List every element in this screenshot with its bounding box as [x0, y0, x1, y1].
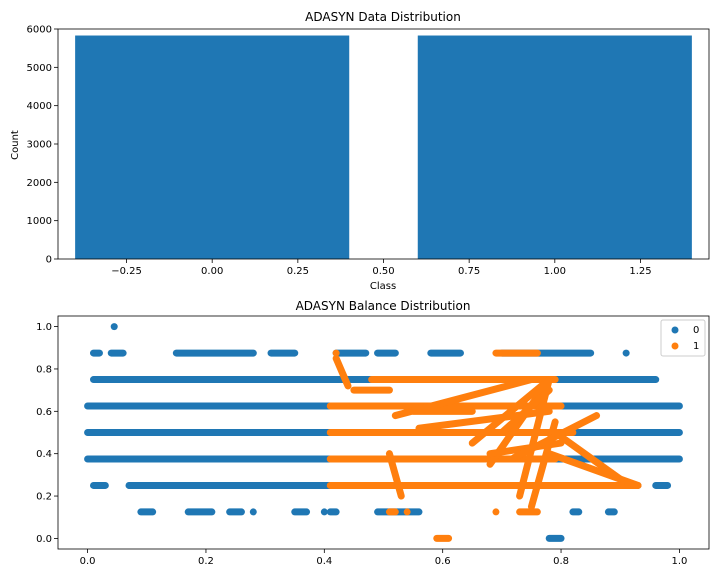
bar-xtick-label: 0.00 [201, 266, 223, 277]
scatter-point [320, 508, 328, 516]
scatter-point [249, 508, 257, 516]
bar-xtick-label: 0.50 [372, 266, 394, 277]
scatter-xtick-label: 0.6 [435, 556, 451, 567]
bar-ytick-label: 0 [46, 255, 52, 266]
scatter-point [110, 323, 118, 331]
bar-ytick-label: 3000 [27, 140, 52, 151]
scatter-plot-frame [57, 315, 710, 550]
bar-chart-ylabel: Count [10, 130, 21, 160]
bar-xtick-label: 0.25 [287, 266, 309, 277]
bar-ytick-label: 4000 [27, 101, 52, 112]
legend: 0 1 [660, 319, 706, 357]
scatter-synthetic-points [332, 354, 352, 390]
bar-chart-xlabel: Class [370, 281, 396, 292]
scatter-ytick-label: 0.2 [36, 492, 52, 503]
bar-class-0 [75, 35, 350, 260]
bar-ytick-label: 6000 [27, 25, 52, 36]
scatter-ytick-label: 0.4 [36, 449, 52, 460]
legend-marker-0 [671, 326, 679, 334]
scatter-synthetic-points [415, 407, 553, 432]
bar-xtick-label: 1.25 [629, 266, 651, 277]
bar-ytick-label: 5000 [27, 63, 52, 74]
scatter-ytick-label: 0.8 [36, 364, 52, 375]
legend-label-1: 1 [693, 341, 699, 352]
scatter-plot-area: 0.0 0.2 0.4 0.6 0.8 1.0 0.0 0.2 0.4 0.6 0.8 1.0 [36, 315, 710, 567]
scatter-series-0 [84, 323, 683, 542]
scatter-series-1 [326, 349, 642, 542]
scatter-ytick-label: 1.0 [36, 322, 52, 333]
bar-xtick-label: 1.00 [544, 266, 566, 277]
bar-xtick-label: −0.25 [111, 266, 142, 277]
scatter-xtick-label: 0.0 [80, 556, 96, 567]
scatter-xtick-label: 0.2 [198, 556, 214, 567]
scatter-point [332, 349, 340, 357]
bar-class-1 [417, 35, 692, 260]
scatter-synthetic-points [468, 376, 553, 447]
scatter-point [403, 508, 411, 516]
scatter-chart-title: ADASYN Balance Distribution [296, 299, 471, 313]
legend-marker-1 [671, 342, 679, 350]
scatter-ytick-label: 0.6 [36, 407, 52, 418]
scatter-xtick-label: 1.0 [671, 556, 687, 567]
scatter-point [492, 508, 500, 516]
bar-chart-title: ADASYN Data Distribution [305, 10, 461, 24]
bar-plot-area: −0.25 0.00 0.25 0.50 0.75 1.00 1.25 0 1000 2000 30… [27, 25, 710, 277]
scatter-ytick-label: 0.0 [36, 534, 52, 545]
scatter-synthetic-points [385, 450, 405, 500]
scatter-point [622, 349, 630, 357]
scatter-xtick-label: 0.8 [553, 556, 569, 567]
bar-chart: ADASYN Data Distribution −0.25 0.00 0.25 0.… [10, 10, 710, 292]
scatter-synthetic-points [516, 376, 553, 500]
scatter-xtick-label: 0.4 [316, 556, 332, 567]
scatter-chart: ADASYN Balance Distribution 0.0 0.2 0.4 0.6… [36, 299, 710, 567]
bar-ytick-label: 1000 [27, 216, 52, 227]
scatter-synthetic-points [551, 429, 624, 483]
bar-ytick-label: 2000 [27, 178, 52, 189]
bar-xtick-label: 0.75 [458, 266, 480, 277]
legend-label-0: 0 [693, 325, 699, 336]
